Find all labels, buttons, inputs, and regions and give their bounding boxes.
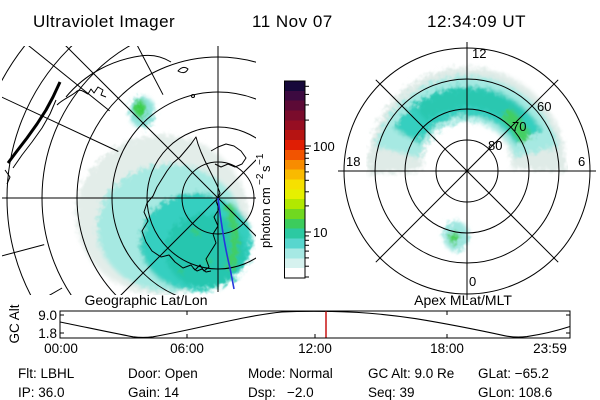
status-ip: IP: 36.0 xyxy=(18,385,65,400)
status-dsp: Dsp: −2.0 xyxy=(248,385,314,400)
altitude-timeline: GC Alt 9.0 1.8 00:00 06:00 12:00 18:00 2… xyxy=(7,304,571,356)
colorbar: 100 10 photon cm −2 s −1 xyxy=(255,80,335,279)
status-readout: Flt: LBHL Door: Open Mode: Normal GC Alt… xyxy=(18,366,552,400)
status-glon: GLon: 108.6 xyxy=(478,385,552,400)
new-zealand-coastline xyxy=(6,81,62,164)
status-seq: Seq: 39 xyxy=(368,385,415,400)
altitude-axis-ticks xyxy=(60,311,570,338)
ytick-9: 9.0 xyxy=(38,308,57,323)
colorbar-unit-sup: −1 xyxy=(255,153,266,165)
left-plot-caption: Geographic Lat/Lon xyxy=(85,292,208,308)
orbit-track-line xyxy=(217,197,235,290)
status-mode: Mode: Normal xyxy=(248,366,333,381)
colorbar-tick-10: 10 xyxy=(313,225,327,240)
instrument-title: Ultraviolet Imager xyxy=(33,12,175,31)
meridian-line xyxy=(137,46,164,95)
new-zealand-coastline xyxy=(12,99,57,169)
mlt-label-12: 12 xyxy=(472,46,486,61)
xtick-1800: 18:00 xyxy=(430,341,464,356)
title-bar: Ultraviolet Imager 11 Nov 07 12:34:09 UT xyxy=(33,12,526,31)
status-door: Door: Open xyxy=(128,366,198,381)
mlat-label-60: 60 xyxy=(537,99,551,114)
apex-grid xyxy=(338,42,596,300)
colorbar-tick-100: 100 xyxy=(313,139,335,154)
altitude-plot-frame xyxy=(59,310,571,339)
apex-plot: 12 18 6 0 60 70 80 xyxy=(338,42,596,300)
uvi-emission-image-geographic xyxy=(76,96,252,295)
meridian-line xyxy=(2,244,45,257)
ytick-1-8: 1.8 xyxy=(38,326,57,341)
mlat-label-70: 70 xyxy=(512,119,526,134)
antarctica-coastline xyxy=(141,136,221,272)
status-gcalt: GC Alt: 9.0 Re xyxy=(368,366,454,381)
meridian-line xyxy=(2,96,119,152)
mlat-label-80: 80 xyxy=(488,138,502,153)
coastline-segment xyxy=(192,267,212,273)
meridian-line xyxy=(28,46,110,112)
australia-coastline xyxy=(65,54,172,98)
colorbar-ticks xyxy=(305,85,311,278)
xtick-0600: 06:00 xyxy=(170,341,204,356)
time-label: 12:34:09 UT xyxy=(427,12,526,31)
mlt-label-18: 18 xyxy=(346,154,360,169)
mlt-label-0: 0 xyxy=(469,274,476,289)
right-plot-caption: Apex MLat/MLT xyxy=(414,292,512,308)
colorbar-axis-label: photon cm −2 s −1 xyxy=(255,153,273,248)
island-coastline xyxy=(191,94,195,98)
island-coastline xyxy=(177,66,189,74)
colorbar-unit-sup: −2 xyxy=(255,173,266,185)
colorbar-unit-text: photon cm xyxy=(258,187,273,248)
colorbar-gradient xyxy=(284,80,306,279)
status-flt: Flt: LBHL xyxy=(18,366,75,381)
status-gain: Gain: 14 xyxy=(128,385,180,400)
emission-spot-core xyxy=(449,231,459,245)
altitude-ylabel: GC Alt xyxy=(7,304,22,343)
mlt-label-6: 6 xyxy=(578,154,585,169)
xtick-1200: 12:00 xyxy=(298,341,332,356)
altitude-curve xyxy=(59,310,571,338)
altitude-ylabel-group: GC Alt xyxy=(7,304,22,343)
status-glat: GLat: −65.2 xyxy=(478,366,549,381)
date-label: 11 Nov 07 xyxy=(252,12,333,31)
coastline-segment xyxy=(4,169,11,185)
coastline-segment xyxy=(210,143,247,168)
colorbar-unit-text: s xyxy=(258,165,273,172)
mlt-spoke xyxy=(375,79,559,263)
emission-green-streak xyxy=(500,107,532,144)
geographic-plot xyxy=(2,46,256,295)
coastlines xyxy=(4,54,247,273)
australia-coastline xyxy=(56,86,107,106)
xtick-2359: 23:59 xyxy=(533,341,567,356)
xtick-0000: 00:00 xyxy=(44,341,78,356)
